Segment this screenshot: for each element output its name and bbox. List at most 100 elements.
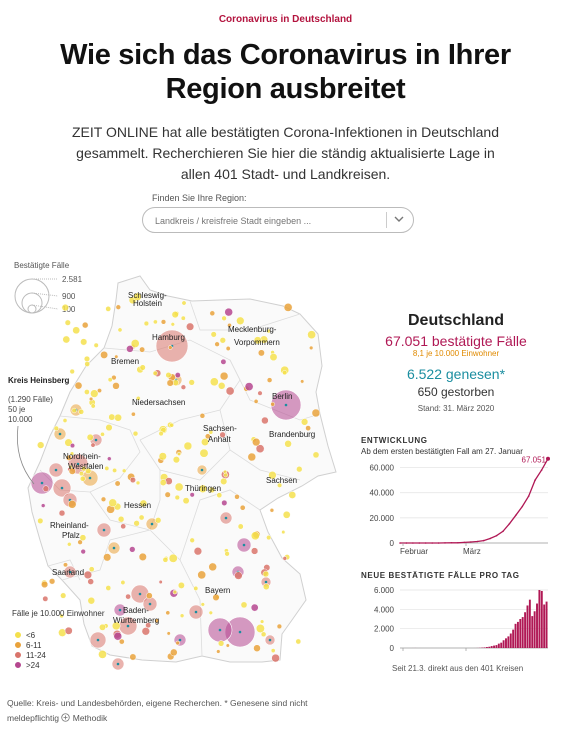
- region-bubble[interactable]: [255, 444, 265, 454]
- region-search-box[interactable]: [142, 207, 414, 233]
- region-bubble[interactable]: [193, 585, 199, 591]
- region-bubble[interactable]: [37, 441, 45, 449]
- region-bubble[interactable]: [262, 583, 270, 591]
- region-bubble[interactable]: [145, 592, 153, 600]
- region-bubble[interactable]: [223, 472, 229, 478]
- region-bubble[interactable]: [219, 431, 226, 438]
- region-bubble[interactable]: [71, 407, 77, 414]
- region-bubble[interactable]: [266, 535, 272, 541]
- region-bubble[interactable]: [112, 382, 120, 390]
- region-bubble[interactable]: [227, 322, 232, 328]
- region-bubble[interactable]: [219, 337, 226, 344]
- region-bubble[interactable]: [138, 552, 147, 561]
- region-bubble[interactable]: [90, 442, 96, 448]
- region-bubble[interactable]: [164, 491, 171, 498]
- region-bubble[interactable]: [266, 377, 273, 383]
- region-bubble[interactable]: [100, 350, 109, 359]
- region-bubble[interactable]: [198, 484, 207, 493]
- region-bubble[interactable]: [253, 336, 262, 345]
- region-bubble[interactable]: [262, 570, 270, 578]
- region-bubble[interactable]: [253, 644, 261, 652]
- region-bubble[interactable]: [208, 610, 213, 615]
- region-bubble[interactable]: [208, 429, 214, 435]
- region-bubble[interactable]: [80, 338, 88, 346]
- region-bubble[interactable]: [170, 322, 175, 327]
- region-bubble[interactable]: [183, 441, 193, 451]
- region-bubble[interactable]: [88, 566, 95, 573]
- region-bubble[interactable]: [305, 425, 311, 431]
- region-bubble[interactable]: [282, 510, 291, 519]
- charts-panel[interactable]: 0 20.000 40.000 60.000 67.051 Februar März 0 2.…: [355, 440, 565, 680]
- region-bubble[interactable]: [239, 504, 246, 511]
- region-bubble[interactable]: [216, 649, 221, 654]
- chevron-down-icon[interactable]: [391, 211, 407, 227]
- region-bubble[interactable]: [220, 477, 228, 485]
- region-bubble[interactable]: [104, 465, 110, 471]
- region-bubble[interactable]: [250, 531, 260, 541]
- region-bubble[interactable]: [284, 440, 292, 448]
- region-bubble[interactable]: [105, 424, 113, 432]
- region-bubble[interactable]: [199, 413, 206, 419]
- region-bubble[interactable]: [90, 403, 96, 409]
- region-bubble[interactable]: [282, 556, 288, 561]
- methodik-link[interactable]: Methodik: [61, 713, 107, 723]
- region-bubble[interactable]: [266, 328, 271, 334]
- region-bubble[interactable]: [103, 553, 112, 562]
- region-bubble[interactable]: [84, 389, 90, 395]
- region-bubble[interactable]: [276, 623, 283, 630]
- region-bubble[interactable]: [158, 579, 163, 585]
- region-bubble[interactable]: [135, 396, 141, 401]
- region-bubble[interactable]: [214, 341, 220, 347]
- region-bubble[interactable]: [270, 648, 276, 653]
- region-bubble[interactable]: [154, 618, 160, 624]
- region-bubble[interactable]: [133, 292, 142, 301]
- region-bubble[interactable]: [121, 468, 127, 474]
- region-bubble[interactable]: [270, 401, 276, 407]
- region-bubble[interactable]: [216, 492, 223, 499]
- region-bubble[interactable]: [282, 370, 288, 376]
- region-bubble[interactable]: [269, 353, 278, 362]
- region-bubble[interactable]: [175, 640, 180, 646]
- region-bubble[interactable]: [135, 480, 141, 486]
- region-bubble[interactable]: [296, 466, 303, 473]
- region-bubble[interactable]: [225, 346, 231, 351]
- region-bubble[interactable]: [139, 499, 148, 508]
- region-bubble[interactable]: [307, 330, 316, 340]
- region-bubble[interactable]: [97, 388, 102, 394]
- region-bubble[interactable]: [87, 596, 96, 605]
- region-bubble[interactable]: [271, 653, 280, 663]
- region-bubble[interactable]: [234, 571, 243, 580]
- region-bubble[interactable]: [155, 517, 162, 524]
- region-bubble[interactable]: [77, 539, 83, 545]
- region-bubble[interactable]: [68, 467, 76, 475]
- region-bubble[interactable]: [180, 315, 186, 321]
- region-bubble[interactable]: [225, 386, 235, 396]
- region-bubble[interactable]: [62, 335, 71, 344]
- region-bubble[interactable]: [53, 425, 59, 432]
- region-bubble[interactable]: [69, 451, 75, 456]
- region-bubble[interactable]: [60, 592, 67, 599]
- region-bubble[interactable]: [189, 492, 195, 498]
- region-bubble[interactable]: [114, 354, 119, 359]
- region-bubble[interactable]: [61, 303, 69, 312]
- region-bubble[interactable]: [88, 396, 94, 402]
- region-bubble[interactable]: [69, 443, 76, 449]
- region-bubble[interactable]: [67, 542, 72, 547]
- region-bubble[interactable]: [99, 623, 106, 631]
- region-bubble[interactable]: [41, 580, 49, 589]
- region-bubble[interactable]: [153, 319, 158, 325]
- region-bubble[interactable]: [78, 408, 85, 415]
- region-bubble[interactable]: [131, 411, 136, 417]
- region-bubble[interactable]: [160, 319, 167, 325]
- region-bubble[interactable]: [133, 520, 140, 527]
- region-bubble[interactable]: [169, 422, 175, 428]
- region-bubble[interactable]: [220, 358, 227, 365]
- region-bubble[interactable]: [177, 581, 185, 589]
- methodik-label[interactable]: Methodik: [72, 713, 108, 723]
- region-bubble[interactable]: [143, 320, 150, 327]
- region-bubble[interactable]: [113, 631, 123, 641]
- region-bubble[interactable]: [179, 613, 185, 618]
- region-bubbles[interactable]: [30, 292, 321, 671]
- region-bubble[interactable]: [200, 602, 205, 607]
- region-bubble[interactable]: [210, 331, 217, 338]
